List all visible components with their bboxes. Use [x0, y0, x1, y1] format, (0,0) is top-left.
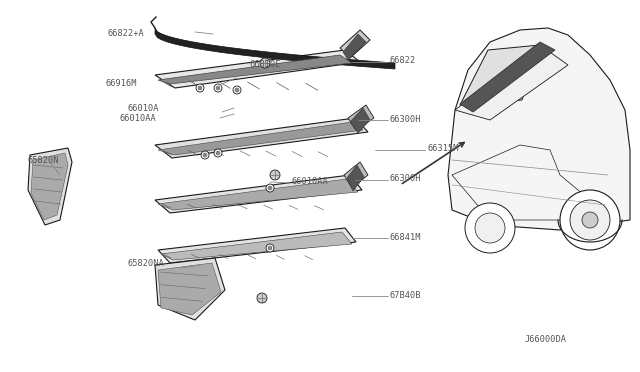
Text: J66000DA: J66000DA [525, 336, 567, 344]
Polygon shape [460, 42, 555, 112]
Polygon shape [343, 34, 366, 60]
Text: 66010AA: 66010AA [291, 176, 328, 186]
Polygon shape [158, 179, 358, 210]
Text: 66010AA: 66010AA [120, 113, 157, 122]
Circle shape [203, 153, 207, 157]
Polygon shape [161, 232, 352, 260]
Polygon shape [455, 45, 568, 120]
Circle shape [266, 184, 274, 192]
Circle shape [268, 246, 272, 250]
Text: 66822+A: 66822+A [108, 29, 145, 38]
Circle shape [582, 212, 598, 228]
Circle shape [475, 213, 505, 243]
Circle shape [198, 86, 202, 90]
Polygon shape [344, 162, 368, 188]
Circle shape [216, 86, 220, 90]
Polygon shape [155, 258, 225, 320]
Circle shape [214, 84, 222, 92]
Polygon shape [340, 30, 370, 58]
Circle shape [196, 84, 204, 92]
Polygon shape [348, 105, 374, 130]
Circle shape [268, 186, 272, 190]
Text: 66822: 66822 [390, 55, 416, 64]
Circle shape [260, 58, 270, 68]
Polygon shape [155, 118, 368, 158]
Circle shape [235, 88, 239, 92]
Circle shape [270, 170, 280, 180]
Circle shape [560, 190, 620, 250]
Circle shape [201, 151, 209, 159]
Text: 65820NA: 65820NA [128, 259, 164, 267]
Polygon shape [452, 145, 610, 220]
Polygon shape [155, 175, 362, 213]
Polygon shape [28, 148, 72, 225]
Circle shape [465, 203, 515, 253]
Text: 66300H: 66300H [390, 115, 422, 124]
Circle shape [266, 244, 274, 252]
Polygon shape [460, 45, 540, 105]
Text: 66841M: 66841M [390, 232, 422, 241]
Polygon shape [158, 122, 363, 155]
Circle shape [570, 200, 610, 240]
Polygon shape [158, 228, 356, 263]
Polygon shape [350, 108, 370, 133]
Polygon shape [158, 263, 221, 315]
Circle shape [233, 86, 241, 94]
Polygon shape [31, 153, 68, 220]
Text: 66010A: 66010A [128, 103, 159, 112]
Polygon shape [158, 55, 352, 84]
Text: 66810E: 66810E [249, 60, 280, 68]
Text: 67B40B: 67B40B [390, 291, 422, 299]
Text: 66916M: 66916M [105, 78, 136, 87]
Circle shape [216, 151, 220, 155]
Polygon shape [347, 165, 364, 191]
Text: 66300H: 66300H [390, 173, 422, 183]
Polygon shape [155, 50, 360, 88]
Text: 66315M: 66315M [427, 144, 458, 153]
Circle shape [257, 293, 267, 303]
Circle shape [214, 149, 222, 157]
Polygon shape [448, 28, 630, 230]
Text: 65820N: 65820N [28, 155, 60, 164]
Polygon shape [155, 28, 395, 69]
